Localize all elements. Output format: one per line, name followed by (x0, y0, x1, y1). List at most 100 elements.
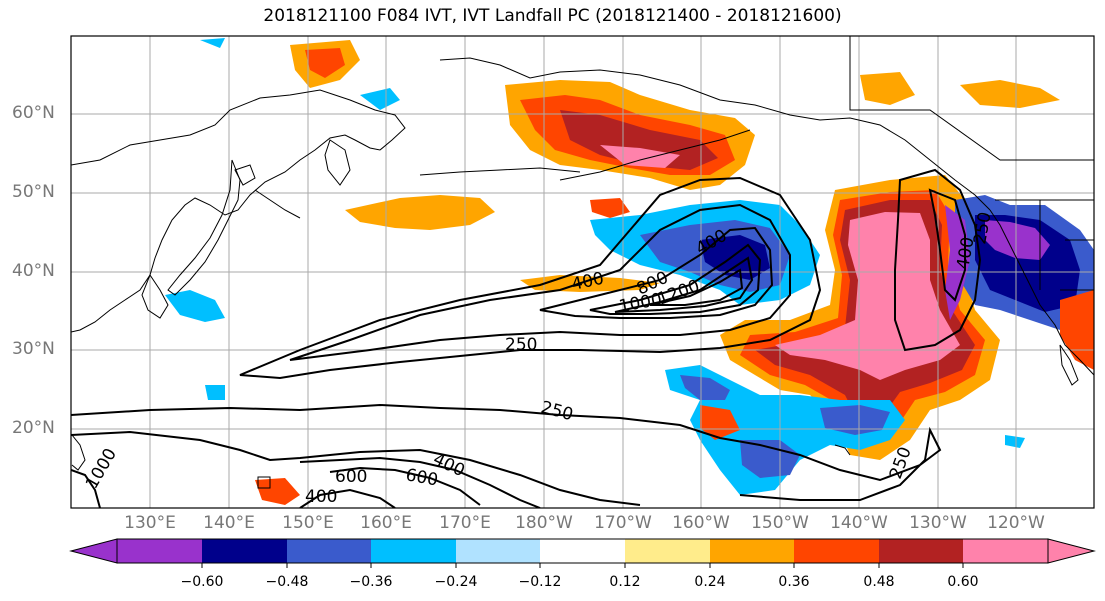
colorbar-swatch (371, 539, 456, 563)
colorbar-swatch (202, 539, 287, 563)
colorbar-swatch (963, 539, 1048, 563)
negative-patch-5 (1005, 435, 1025, 448)
colorbar (69, 538, 1096, 568)
colorbar-tick-label: −0.60 (180, 574, 224, 590)
lat-label: 50°N (12, 182, 55, 202)
lon-label: 140°E (203, 513, 255, 533)
colorbar-swatch (625, 539, 710, 563)
coast-marianas (257, 476, 271, 489)
contour-400-south (299, 456, 541, 508)
colorbar-swatch (456, 539, 540, 563)
coast-korea (141, 273, 169, 319)
lon-label: 140°W (830, 513, 888, 533)
contour-label: 1000 (82, 445, 121, 492)
contour-600-south (329, 466, 481, 506)
lon-label: 150°W (751, 513, 809, 533)
colorbar-outline (116, 538, 1049, 564)
border-states (1039, 200, 1094, 291)
negative-patch-3 (200, 38, 225, 48)
colorbar-tick-label: 0.60 (947, 574, 979, 590)
colorbar-swatch (710, 539, 794, 563)
lat-label: 40°N (12, 261, 55, 281)
negative-anomaly-subtropics-core2 (820, 405, 890, 435)
coast-na-west (989, 209, 1094, 376)
colorbar-tick-label: −0.48 (265, 574, 309, 590)
positive-patch-6 (255, 478, 300, 505)
colorbar-tick-label: −0.24 (434, 574, 478, 590)
colorbar-tick-label: −0.36 (349, 574, 393, 590)
coastlines (71, 36, 1094, 489)
ivt-contours (71, 168, 982, 508)
colorbar-swatch (287, 539, 371, 563)
contour-400-sw (299, 488, 396, 508)
lat-label: 60°N (12, 103, 55, 123)
contour-1000-jet (614, 256, 754, 313)
lon-label: 130°E (124, 513, 176, 533)
contour-400-jet (289, 203, 791, 361)
peak-anomaly-eastpac (775, 212, 960, 380)
peak-negative-pnw (985, 220, 1050, 260)
coast-asia (71, 89, 406, 333)
negative-anomaly-subtropics-core (680, 375, 730, 400)
lon-label: 180°W (515, 513, 573, 533)
lon-label: 160°E (360, 513, 412, 533)
colorbar-tick-label: −0.12 (518, 574, 562, 590)
colorbar-extend-low (69, 538, 118, 564)
negative-patch-4 (205, 385, 225, 400)
coast-aleutians (419, 167, 581, 176)
coast-baja (1059, 344, 1079, 386)
pc-shading (165, 38, 1094, 505)
positive-patch-4 (590, 198, 630, 218)
colorbar-tick-label: 0.24 (694, 574, 726, 590)
positive-patch-1-core (305, 48, 345, 78)
lon-label: 170°E (439, 513, 491, 533)
lon-label: 130°W (909, 513, 967, 533)
negative-patch-2 (360, 88, 400, 110)
lat-label: 30°N (12, 339, 55, 359)
coast-hawaii (834, 444, 851, 456)
positive-patch-5 (1060, 290, 1094, 370)
contour-250-jet (239, 176, 822, 380)
colorbar-swatch (879, 539, 963, 563)
colorbar-tick-label: 0.48 (863, 574, 895, 590)
coast-japan (167, 159, 241, 296)
colorbar-tick-label: 0.12 (609, 574, 641, 590)
contour-800-jet (589, 243, 762, 315)
contour-1200-jet (649, 268, 744, 306)
positive-patch-8 (700, 405, 740, 440)
negative-patch-1 (165, 290, 225, 322)
contour-600-jet (539, 226, 774, 319)
lon-label: 150°E (282, 513, 334, 533)
coast-alaska-south (559, 129, 751, 181)
peak-anomaly-alaska (600, 145, 680, 168)
positive-patch-9 (960, 80, 1060, 108)
map-title: 2018121100 F084 IVT, IVT Landfall PC (20… (263, 6, 842, 26)
map-frame (70, 35, 1095, 509)
colorbar-swatch (540, 539, 625, 563)
contour-400-east (928, 188, 966, 302)
negative-anomaly-subtropics-core3 (740, 440, 800, 478)
contour-1000-sw (71, 469, 101, 508)
contour-label: 250 (505, 335, 537, 355)
lon-label: 170°W (594, 513, 652, 533)
contour-250-south (71, 403, 942, 501)
contour-label: 600 (335, 467, 367, 487)
coast-kurils (254, 189, 301, 219)
coast-alaska (439, 57, 991, 211)
border-canada (849, 36, 1094, 161)
contour-label: 400 (305, 487, 337, 507)
colorbar-extend-high (1047, 538, 1096, 564)
coast-kamchatka (324, 139, 351, 186)
positive-patch-7 (860, 72, 915, 105)
coast-hokkaido (234, 164, 256, 186)
colorbar-tick-label: 0.36 (778, 574, 810, 590)
contour-250-south-2 (71, 430, 641, 506)
negative-anomaly-jet-peak (700, 235, 770, 280)
positive-patch-2 (345, 195, 495, 230)
coast-philippines (71, 434, 86, 471)
lon-label: 160°W (672, 513, 730, 533)
lon-label: 120°W (987, 513, 1045, 533)
contour-250-east (894, 168, 982, 352)
colorbar-swatch (117, 539, 202, 563)
